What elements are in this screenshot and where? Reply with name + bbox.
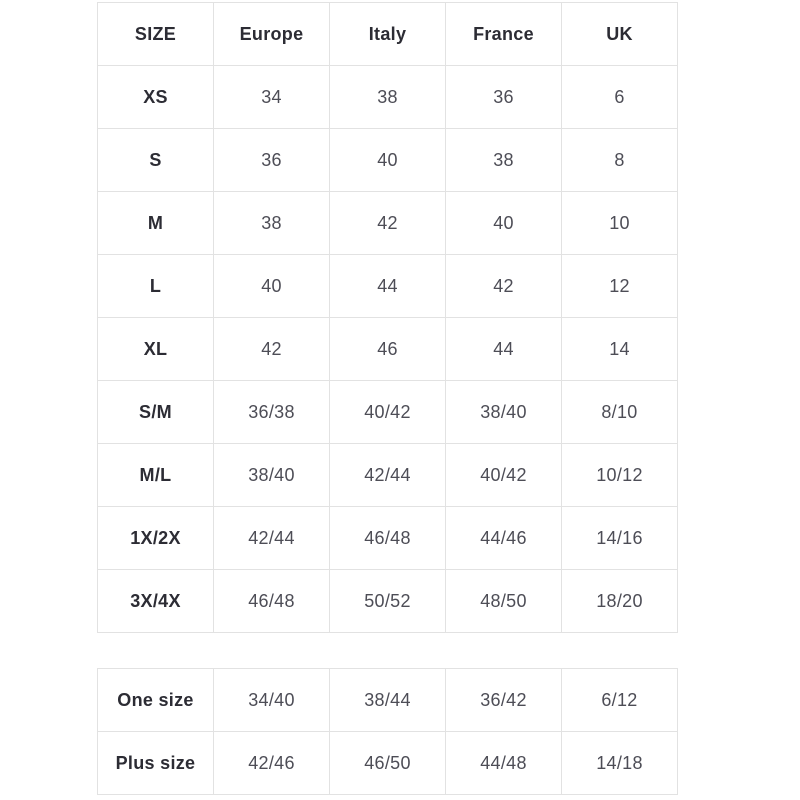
value-france: 36	[445, 65, 562, 129]
value-france: 44/48	[445, 731, 562, 795]
header-uk: UK	[561, 2, 678, 66]
header-size: SIZE	[97, 2, 214, 66]
size-label: S	[97, 128, 214, 192]
size-conversion-table: SIZE Europe Italy France UK XS 34 38 36 …	[97, 2, 678, 633]
value-france: 36/42	[445, 668, 562, 732]
value-europe: 42/46	[213, 731, 330, 795]
size-label: M/L	[97, 443, 214, 507]
value-italy: 42	[329, 191, 446, 255]
value-italy: 40	[329, 128, 446, 192]
value-uk: 6	[561, 65, 678, 129]
size-label: Plus size	[97, 731, 214, 795]
value-italy: 46/50	[329, 731, 446, 795]
table-row-3x4x: 3X/4X 46/48 50/52 48/50 18/20	[97, 569, 678, 633]
value-europe: 46/48	[213, 569, 330, 633]
value-europe: 34	[213, 65, 330, 129]
table-header-row: SIZE Europe Italy France UK	[97, 2, 678, 66]
size-label: One size	[97, 668, 214, 732]
size-label: L	[97, 254, 214, 318]
value-europe: 40	[213, 254, 330, 318]
value-italy: 40/42	[329, 380, 446, 444]
value-uk: 18/20	[561, 569, 678, 633]
value-europe: 36	[213, 128, 330, 192]
header-italy: Italy	[329, 2, 446, 66]
value-france: 40/42	[445, 443, 562, 507]
header-europe: Europe	[213, 2, 330, 66]
value-italy: 38	[329, 65, 446, 129]
size-label: XS	[97, 65, 214, 129]
value-france: 44/46	[445, 506, 562, 570]
size-label: S/M	[97, 380, 214, 444]
table-row-xs: XS 34 38 36 6	[97, 65, 678, 129]
value-italy: 42/44	[329, 443, 446, 507]
value-italy: 38/44	[329, 668, 446, 732]
size-label: M	[97, 191, 214, 255]
table-row-m: M 38 42 40 10	[97, 191, 678, 255]
value-uk: 8	[561, 128, 678, 192]
value-europe: 36/38	[213, 380, 330, 444]
table-row-xl: XL 42 46 44 14	[97, 317, 678, 381]
value-uk: 6/12	[561, 668, 678, 732]
value-europe: 34/40	[213, 668, 330, 732]
value-italy: 46/48	[329, 506, 446, 570]
table-row-ml: M/L 38/40 42/44 40/42 10/12	[97, 443, 678, 507]
value-europe: 38/40	[213, 443, 330, 507]
header-france: France	[445, 2, 562, 66]
value-uk: 8/10	[561, 380, 678, 444]
value-italy: 44	[329, 254, 446, 318]
value-uk: 14/18	[561, 731, 678, 795]
table-row-1x2x: 1X/2X 42/44 46/48 44/46 14/16	[97, 506, 678, 570]
value-france: 42	[445, 254, 562, 318]
size-label: XL	[97, 317, 214, 381]
value-uk: 14	[561, 317, 678, 381]
value-france: 44	[445, 317, 562, 381]
special-sizes-table: One size 34/40 38/44 36/42 6/12 Plus siz…	[97, 668, 678, 795]
table-row-one-size: One size 34/40 38/44 36/42 6/12	[97, 668, 678, 732]
table-row-plus-size: Plus size 42/46 46/50 44/48 14/18	[97, 731, 678, 795]
value-europe: 38	[213, 191, 330, 255]
value-europe: 42/44	[213, 506, 330, 570]
value-italy: 46	[329, 317, 446, 381]
value-italy: 50/52	[329, 569, 446, 633]
size-chart-container: SIZE Europe Italy France UK XS 34 38 36 …	[97, 2, 679, 795]
table-row-sm: S/M 36/38 40/42 38/40 8/10	[97, 380, 678, 444]
value-uk: 14/16	[561, 506, 678, 570]
value-uk: 12	[561, 254, 678, 318]
value-france: 40	[445, 191, 562, 255]
value-france: 48/50	[445, 569, 562, 633]
value-france: 38/40	[445, 380, 562, 444]
table-row-s: S 36 40 38 8	[97, 128, 678, 192]
size-label: 1X/2X	[97, 506, 214, 570]
value-uk: 10	[561, 191, 678, 255]
value-france: 38	[445, 128, 562, 192]
value-europe: 42	[213, 317, 330, 381]
value-uk: 10/12	[561, 443, 678, 507]
size-label: 3X/4X	[97, 569, 214, 633]
table-row-l: L 40 44 42 12	[97, 254, 678, 318]
